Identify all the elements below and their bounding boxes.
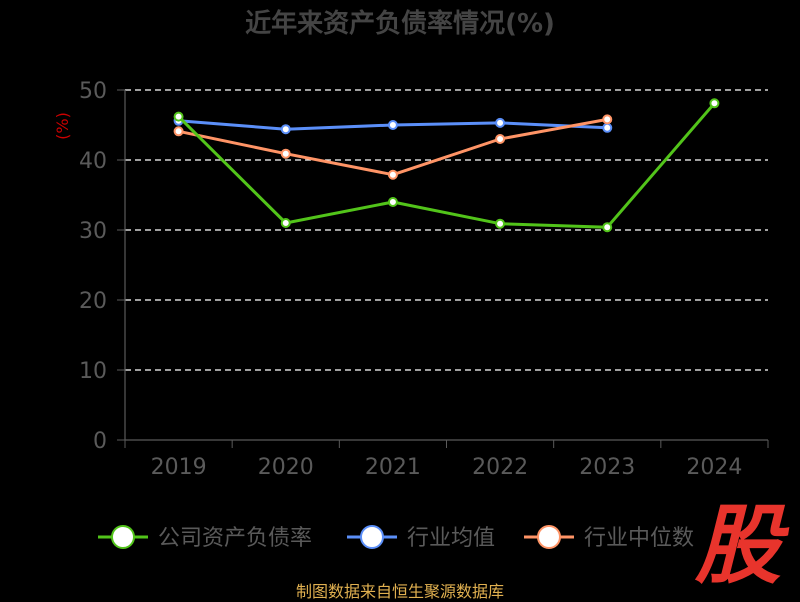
gridlines bbox=[125, 89, 768, 371]
x-tick-label: 2021 bbox=[365, 455, 421, 480]
legend-marker bbox=[360, 525, 384, 549]
chart-title: 近年来资产负债率情况(%) bbox=[245, 8, 555, 39]
series-company-line bbox=[177, 102, 716, 229]
data-point bbox=[495, 117, 506, 128]
y-tick-label: 30 bbox=[79, 219, 107, 244]
y-tick-label: 40 bbox=[79, 149, 107, 174]
data-point bbox=[173, 126, 184, 137]
axes: 0 10 20 30 40 50 2019 2020 2021 2022 2023 2024 bbox=[79, 79, 769, 480]
data-point bbox=[709, 98, 720, 109]
data-source-note: 制图数据来自恒生聚源数据库 bbox=[295, 582, 504, 601]
y-tick-label: 0 bbox=[93, 429, 107, 454]
data-point bbox=[387, 120, 398, 130]
x-tick-label: 2023 bbox=[579, 455, 635, 480]
legend-marker bbox=[537, 525, 561, 549]
legend-marker bbox=[111, 525, 135, 549]
y-tick-label: 50 bbox=[79, 79, 107, 104]
x-tick-label: 2022 bbox=[472, 455, 528, 480]
data-point bbox=[602, 222, 613, 233]
x-tick-label: 2019 bbox=[151, 455, 207, 480]
y-axis-unit-label: (%) bbox=[53, 112, 72, 140]
data-point bbox=[280, 124, 291, 135]
x-tick-label: 2020 bbox=[258, 455, 314, 480]
data-point bbox=[602, 114, 613, 125]
legend-label: 公司资产负债率 bbox=[158, 526, 312, 551]
legend-label: 行业中位数 bbox=[584, 526, 694, 551]
x-tick-label: 2024 bbox=[686, 455, 742, 480]
data-point bbox=[387, 197, 398, 207]
data-point bbox=[280, 218, 291, 228]
y-tick-label: 20 bbox=[79, 289, 107, 314]
data-point bbox=[602, 122, 613, 133]
data-point bbox=[495, 134, 506, 144]
legend: 公司资产负债率 行业均值 行业中位数 bbox=[98, 525, 694, 551]
data-point bbox=[280, 148, 291, 159]
legend-label: 行业均值 bbox=[407, 526, 495, 551]
data-point bbox=[387, 169, 398, 180]
series-lines bbox=[173, 98, 720, 233]
data-point bbox=[173, 111, 184, 122]
data-point bbox=[495, 218, 506, 229]
y-tick-label: 10 bbox=[79, 359, 107, 384]
